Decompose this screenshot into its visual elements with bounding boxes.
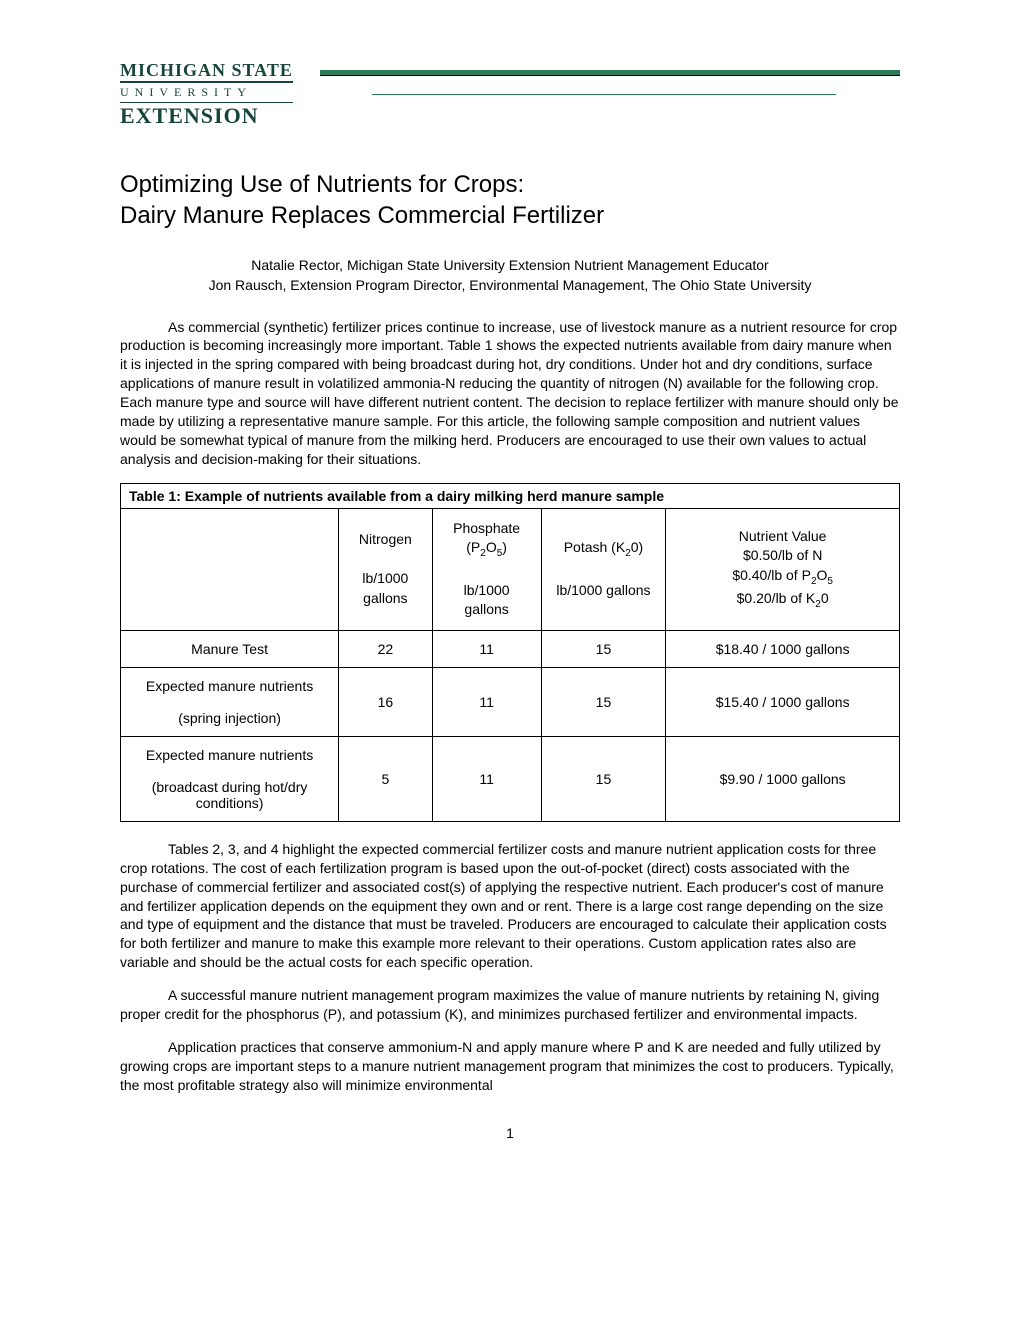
hdr-potash-unit: lb/1000 gallons: [556, 582, 650, 598]
hdr-p-close: ): [502, 539, 507, 555]
row2-label-l2: (broadcast during hot/dry conditions): [152, 779, 308, 811]
page-number: 1: [120, 1125, 900, 1141]
hdr-nitrogen-name: Nitrogen: [359, 531, 412, 547]
row0-val: $18.40 / 1000 gallons: [666, 630, 900, 667]
paragraph-4: Application practices that conserve ammo…: [120, 1038, 900, 1095]
header-rules: [320, 70, 900, 95]
table-1: Table 1: Example of nutrients available …: [120, 483, 900, 822]
row0-label: Manure Test: [121, 630, 339, 667]
row2-val: $9.90 / 1000 gallons: [666, 736, 900, 821]
row2-label-l1: Expected manure nutrients: [146, 747, 313, 763]
row0-k: 15: [541, 630, 666, 667]
hdr-nitrogen-unit: lb/1000 gallons: [362, 570, 408, 606]
row1-label: Expected manure nutrients (spring inject…: [121, 667, 339, 736]
table-row: Expected manure nutrients (broadcast dur…: [121, 736, 900, 821]
title-line2: Dairy Manure Replaces Commercial Fertili…: [120, 200, 900, 231]
row0-p: 11: [432, 630, 541, 667]
hdr-val-l2: $0.50/lb of N: [743, 547, 822, 563]
table-header-phosphate: Phosphate (P2O5) lb/1000 gallons: [432, 508, 541, 630]
logo-line3: EXTENSION: [120, 103, 293, 129]
hdr-p-open: (P: [466, 539, 480, 555]
author-line1: Natalie Rector, Michigan State Universit…: [120, 256, 900, 276]
row2-k: 15: [541, 736, 666, 821]
paragraph-3-text: A successful manure nutrient management …: [120, 987, 879, 1022]
paragraph-4-text: Application practices that conserve ammo…: [120, 1039, 894, 1093]
row2-label: Expected manure nutrients (broadcast dur…: [121, 736, 339, 821]
table-title-row: Table 1: Example of nutrients available …: [121, 483, 900, 508]
paragraph-3: A successful manure nutrient management …: [120, 986, 900, 1024]
row0-n: 22: [339, 630, 432, 667]
page-header: MICHIGAN STATE UNIVERSITY EXTENSION: [120, 60, 900, 129]
paragraph-2-text: Tables 2, 3, and 4 highlight the expecte…: [120, 841, 887, 970]
hdr-val-l3s2: 5: [827, 576, 833, 587]
row1-n: 16: [339, 667, 432, 736]
table-header-row: Nitrogen lb/1000 gallons Phosphate (P2O5…: [121, 508, 900, 630]
row2-p: 11: [432, 736, 541, 821]
row1-val: $15.40 / 1000 gallons: [666, 667, 900, 736]
table-header-blank: [121, 508, 339, 630]
hdr-potash-b: 0): [631, 539, 643, 555]
row1-k: 15: [541, 667, 666, 736]
document-title: Optimizing Use of Nutrients for Crops: D…: [120, 169, 900, 231]
authors-block: Natalie Rector, Michigan State Universit…: [120, 256, 900, 295]
hdr-phosphate-name: Phosphate: [453, 520, 520, 536]
msu-extension-logo: MICHIGAN STATE UNIVERSITY EXTENSION: [120, 60, 293, 129]
hdr-val-l4b: 0: [821, 590, 829, 606]
paragraph-1: As commercial (synthetic) fertilizer pri…: [120, 318, 900, 469]
table-1-title: Table 1: Example of nutrients available …: [121, 483, 900, 508]
hdr-val-l1: Nutrient Value: [739, 528, 827, 544]
logo-line1: MICHIGAN STATE: [120, 60, 293, 83]
logo-line2: UNIVERSITY: [120, 83, 293, 103]
author-line2: Jon Rausch, Extension Program Director, …: [120, 276, 900, 296]
paragraph-2: Tables 2, 3, and 4 highlight the expecte…: [120, 840, 900, 972]
table-header-value: Nutrient Value $0.50/lb of N $0.40/lb of…: [666, 508, 900, 630]
hdr-phosphate-unit: lb/1000 gallons: [464, 582, 510, 618]
title-line1: Optimizing Use of Nutrients for Crops:: [120, 169, 900, 200]
row2-n: 5: [339, 736, 432, 821]
hdr-val-l3b: O: [817, 567, 828, 583]
header-rule-top: [320, 70, 900, 76]
hdr-p-o: O: [486, 539, 497, 555]
table-header-potash: Potash (K20) lb/1000 gallons: [541, 508, 666, 630]
row1-label-l1: Expected manure nutrients: [146, 678, 313, 694]
row1-label-l2: (spring injection): [178, 710, 281, 726]
table-row: Expected manure nutrients (spring inject…: [121, 667, 900, 736]
paragraph-1-text: As commercial (synthetic) fertilizer pri…: [120, 319, 898, 467]
table-header-nitrogen: Nitrogen lb/1000 gallons: [339, 508, 432, 630]
hdr-val-l3a: $0.40/lb of P: [732, 567, 811, 583]
hdr-potash-a: Potash (K: [564, 539, 625, 555]
header-rule-bottom: [372, 94, 836, 95]
table-row: Manure Test 22 11 15 $18.40 / 1000 gallo…: [121, 630, 900, 667]
row1-p: 11: [432, 667, 541, 736]
hdr-val-l4a: $0.20/lb of K: [737, 590, 816, 606]
